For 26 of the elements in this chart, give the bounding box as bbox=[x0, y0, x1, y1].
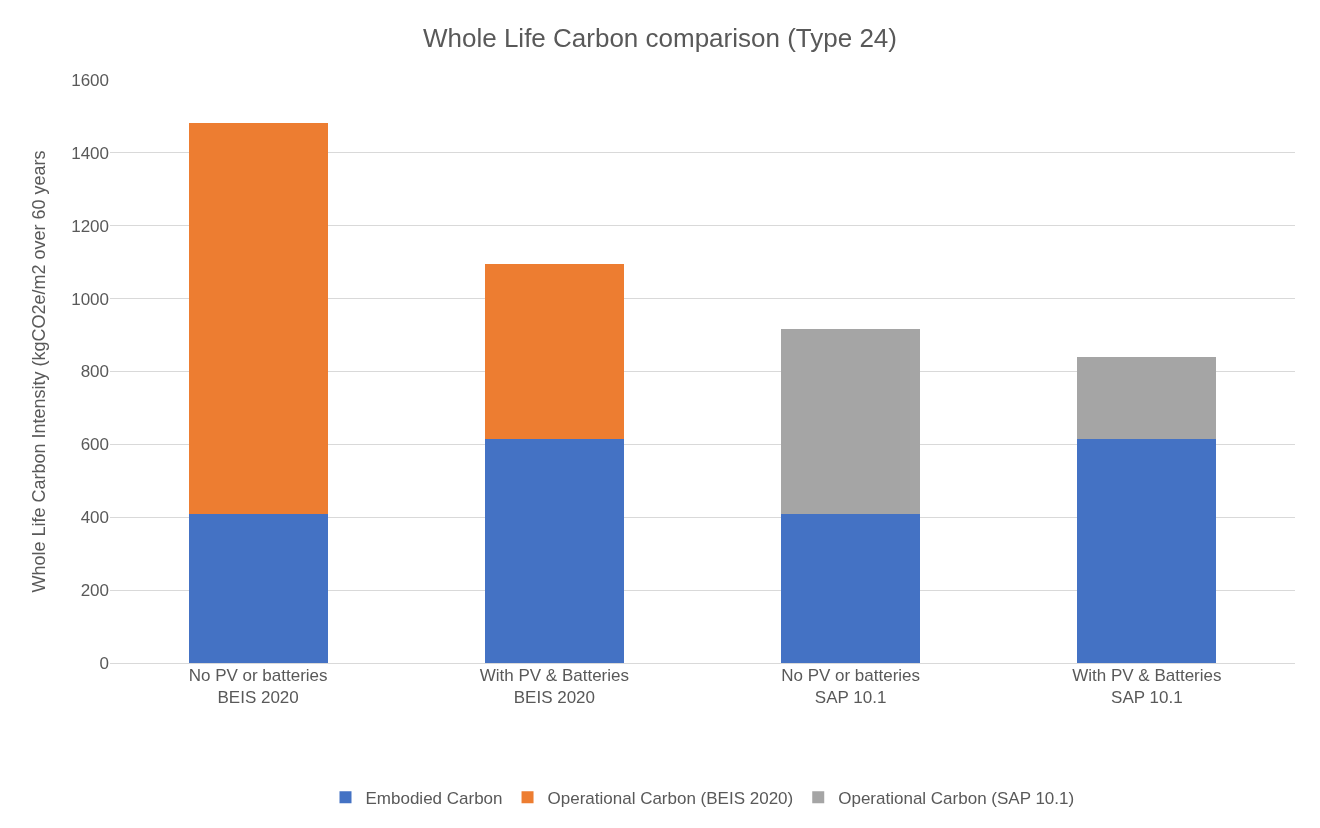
x-tick-label: With PV & Batteries BEIS 2020 bbox=[479, 666, 630, 708]
y-tick-label: 200 bbox=[80, 581, 109, 601]
chart-title: Whole Life Carbon comparison (Type 24) bbox=[422, 23, 898, 54]
bar bbox=[781, 328, 921, 515]
y-tick-label: 1000 bbox=[71, 289, 109, 309]
bar bbox=[1077, 438, 1217, 663]
bar bbox=[1077, 356, 1217, 439]
y-tick-label: 0 bbox=[99, 653, 109, 673]
y-tick-label: 400 bbox=[80, 508, 109, 528]
bar bbox=[781, 514, 921, 663]
bar bbox=[188, 122, 328, 515]
bar bbox=[188, 514, 328, 663]
bar bbox=[484, 438, 624, 663]
x-tick-label: No PV or batteries BEIS 2020 bbox=[188, 666, 328, 708]
bar bbox=[484, 264, 624, 439]
y-tick-label: 1400 bbox=[71, 143, 109, 163]
legend-label: Operational Carbon (BEIS 2020) bbox=[547, 788, 794, 808]
y-axis-title: Whole Life Carbon Intensity (kgCO2e/m2 over 60 years bbox=[29, 150, 50, 593]
y-tick-label: 1200 bbox=[71, 216, 109, 236]
legend-label: Operational Carbon (SAP 10.1) bbox=[838, 788, 1075, 808]
y-tick-label: 600 bbox=[80, 435, 109, 455]
y-tick-label: 800 bbox=[80, 362, 109, 382]
x-tick-label: With PV & Batteries SAP 10.1 bbox=[1072, 666, 1222, 708]
x-tick-label: No PV or batteries SAP 10.1 bbox=[781, 666, 921, 708]
y-tick-label: 1600 bbox=[71, 70, 109, 90]
legend-label: Embodied Carbon bbox=[365, 788, 503, 808]
